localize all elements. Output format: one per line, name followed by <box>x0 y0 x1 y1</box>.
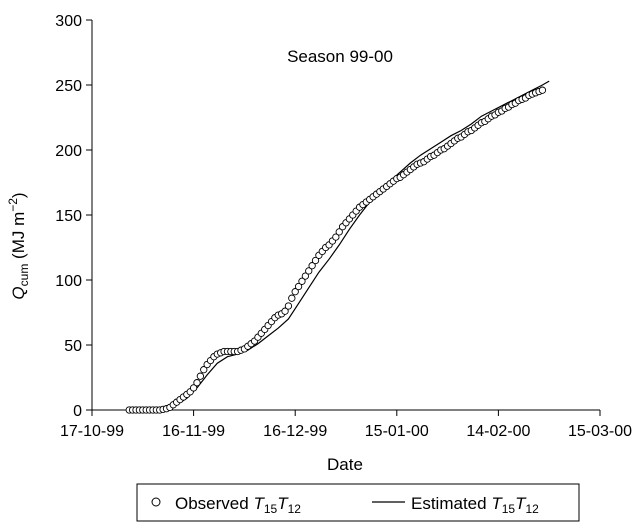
observed-point <box>281 307 289 315</box>
x-tick-label: 15-01-00 <box>365 423 429 440</box>
y-axis-title-unit-sup: −2 <box>6 198 20 212</box>
observed-point <box>284 302 293 310</box>
legend-observed-prefix: Observed <box>175 494 253 513</box>
legend: Observed T15T12 Estimated T15T12 <box>136 483 580 522</box>
y-axis-title: Qcum (MJ m−2) <box>6 192 31 299</box>
observed-point <box>538 86 547 94</box>
legend-observed-label: Observed T15T12 <box>175 494 301 516</box>
y-tick-label: 100 <box>55 273 82 290</box>
y-axis-title-unit-close: ) <box>9 192 28 198</box>
y-axis-title-sub: cum <box>17 264 31 287</box>
season-annotation: Season 99-00 <box>287 47 393 66</box>
legend-observed-b-sub: 12 <box>288 502 302 516</box>
legend-observed-a: T <box>253 494 265 513</box>
legend-estimated-label: Estimated T15T12 <box>411 494 539 516</box>
y-axis-title-main: Q <box>9 286 28 299</box>
y-axis-title-unit: (MJ m <box>9 212 28 264</box>
observed-point <box>301 272 310 280</box>
observed-point <box>308 262 316 270</box>
observed-point <box>291 288 299 296</box>
legend-estimated-a-sub: 15 <box>502 502 516 516</box>
y-tick-label: 50 <box>64 338 82 355</box>
observed-point <box>311 256 320 265</box>
y-tick-label: 250 <box>55 78 82 95</box>
y-axis-ticks: 0 50 100 150 200 250 300 <box>55 13 92 420</box>
legend-observed-marker <box>151 497 161 507</box>
legend-estimated-b-sub: 12 <box>525 502 539 516</box>
observed-point <box>196 372 205 380</box>
observed-point <box>335 228 343 236</box>
observed-point <box>294 282 303 291</box>
x-tick-label: 16-11-99 <box>162 423 225 440</box>
legend-estimated-prefix: Estimated <box>411 494 491 513</box>
y-tick-label: 0 <box>73 403 82 420</box>
series-points <box>125 86 547 414</box>
series-lines <box>129 80 550 411</box>
legend-observed-a-sub: 15 <box>264 502 278 516</box>
observed-point <box>189 384 198 392</box>
x-tick-label: 16-12-99 <box>263 423 327 440</box>
observed-point <box>298 277 306 285</box>
y-tick-label: 150 <box>55 208 82 225</box>
y-tick-label: 200 <box>55 143 82 160</box>
legend-estimated-a: T <box>491 494 503 513</box>
x-tick-label: 15-03-00 <box>568 423 632 440</box>
observed-point <box>305 267 313 275</box>
estimated-series-line <box>129 80 550 411</box>
observed-point <box>332 233 340 241</box>
observed-point <box>200 366 208 374</box>
observed-point <box>193 379 201 387</box>
legend-observed-b: T <box>277 494 289 513</box>
axes <box>91 20 600 411</box>
x-axis-ticks: 17-10-99 16-11-99 16-12-99 15-01-00 14-02-00… <box>60 410 632 440</box>
legend-box <box>136 483 580 522</box>
x-axis-title: Date <box>327 455 363 474</box>
observed-point <box>288 294 296 302</box>
x-tick-label: 17-10-99 <box>60 423 124 440</box>
x-tick-label: 14-02-00 <box>466 423 530 440</box>
legend-estimated-b: T <box>515 494 527 513</box>
y-tick-label: 300 <box>55 13 82 30</box>
